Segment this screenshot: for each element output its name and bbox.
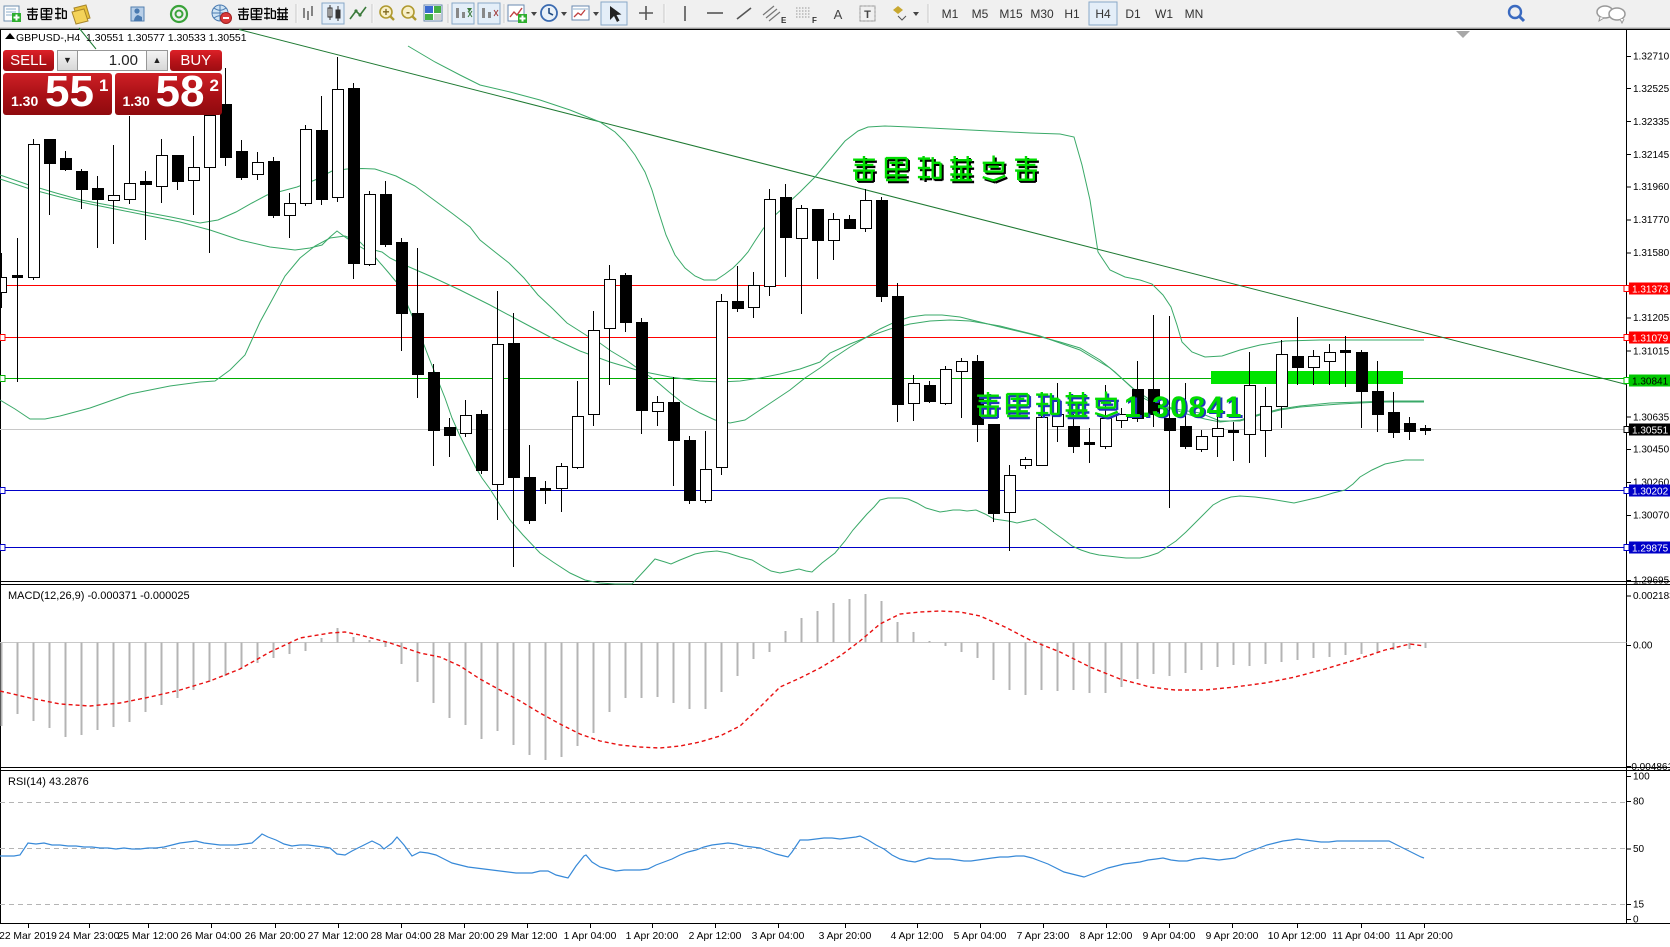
svg-text:11 Apr 20:00: 11 Apr 20:00 xyxy=(1395,931,1453,942)
svg-text:26 Mar 04:00: 26 Mar 04:00 xyxy=(181,931,242,942)
svg-text:M30: M30 xyxy=(1030,7,1054,21)
svg-text:8 Apr 12:00: 8 Apr 12:00 xyxy=(1080,931,1133,942)
svg-text:1.29875: 1.29875 xyxy=(1632,543,1669,554)
svg-text:1 Apr 04:00: 1 Apr 04:00 xyxy=(564,931,617,942)
svg-text:T: T xyxy=(864,9,871,21)
svg-text:M5: M5 xyxy=(972,7,989,21)
svg-text:24 Mar 23:00: 24 Mar 23:00 xyxy=(59,931,120,942)
svg-text:28 Mar 04:00: 28 Mar 04:00 xyxy=(371,931,432,942)
svg-text:0.00: 0.00 xyxy=(1633,641,1653,652)
svg-text:M15: M15 xyxy=(999,7,1023,21)
svg-text:15: 15 xyxy=(1633,900,1645,911)
svg-text:D1: D1 xyxy=(1125,7,1141,21)
svg-text:1.30841: 1.30841 xyxy=(1126,392,1245,425)
svg-text:A: A xyxy=(834,7,843,22)
svg-text:1.30551: 1.30551 xyxy=(1632,425,1669,436)
svg-text:RSI(14) 43.2876: RSI(14) 43.2876 xyxy=(8,776,89,788)
svg-text:1.30450: 1.30450 xyxy=(1633,445,1670,456)
svg-text:F: F xyxy=(812,16,817,25)
svg-text:25 Mar 12:00: 25 Mar 12:00 xyxy=(118,931,179,942)
svg-text:1.31015: 1.31015 xyxy=(1633,346,1670,357)
svg-text:H4: H4 xyxy=(1095,7,1111,21)
svg-text:1.30635: 1.30635 xyxy=(1633,412,1670,423)
svg-text:MACD(12,26,9) -0.000371 -0.000: MACD(12,26,9) -0.000371 -0.000025 xyxy=(8,590,190,602)
svg-text:1.31205: 1.31205 xyxy=(1633,313,1670,324)
svg-text:4 Apr 12:00: 4 Apr 12:00 xyxy=(891,931,944,942)
svg-text:1.32525: 1.32525 xyxy=(1633,84,1670,95)
svg-text:E: E xyxy=(781,16,787,25)
svg-text:1.30070: 1.30070 xyxy=(1633,511,1670,522)
svg-text:1.31580: 1.31580 xyxy=(1633,248,1670,259)
svg-text:10 Apr 12:00: 10 Apr 12:00 xyxy=(1268,931,1327,942)
svg-text:0.002183: 0.002183 xyxy=(1633,591,1670,602)
svg-text:27 Mar 12:00: 27 Mar 12:00 xyxy=(308,931,369,942)
svg-text:3 Apr 04:00: 3 Apr 04:00 xyxy=(752,931,805,942)
svg-text:-0.004861: -0.004861 xyxy=(1628,762,1670,773)
svg-text:3 Apr 20:00: 3 Apr 20:00 xyxy=(819,931,872,942)
svg-text:11 Apr 04:00: 11 Apr 04:00 xyxy=(1332,931,1390,942)
svg-text:1.31770: 1.31770 xyxy=(1633,215,1670,226)
svg-text:1.30260: 1.30260 xyxy=(1633,478,1670,489)
svg-text:9 Apr 20:00: 9 Apr 20:00 xyxy=(1206,931,1259,942)
svg-text:5 Apr 04:00: 5 Apr 04:00 xyxy=(954,931,1007,942)
svg-text:28 Mar 20:00: 28 Mar 20:00 xyxy=(434,931,495,942)
svg-text:GBPUSD-,H4 1.30551 1.30577 1.: GBPUSD-,H4 1.30551 1.30577 1.30533 1.305… xyxy=(16,32,247,44)
svg-text:0: 0 xyxy=(1633,915,1639,926)
svg-text:MN: MN xyxy=(1185,7,1204,21)
svg-text:50: 50 xyxy=(1633,844,1645,855)
svg-text:7 Apr 23:00: 7 Apr 23:00 xyxy=(1017,931,1070,942)
svg-text:1.32145: 1.32145 xyxy=(1633,150,1670,161)
svg-text:-: - xyxy=(406,5,410,19)
svg-text:1 Apr 20:00: 1 Apr 20:00 xyxy=(626,931,679,942)
svg-text:80: 80 xyxy=(1633,797,1645,808)
svg-text:1.31373: 1.31373 xyxy=(1632,284,1669,295)
svg-text:100: 100 xyxy=(1633,772,1650,783)
svg-text:1.30202: 1.30202 xyxy=(1632,486,1669,497)
svg-text:1.30841: 1.30841 xyxy=(1124,391,1243,424)
svg-text:29 Mar 12:00: 29 Mar 12:00 xyxy=(497,931,558,942)
svg-text:22 Mar 2019: 22 Mar 2019 xyxy=(0,931,57,942)
svg-text:1.29695: 1.29695 xyxy=(1633,576,1670,587)
svg-text:W1: W1 xyxy=(1155,7,1173,21)
svg-text:H1: H1 xyxy=(1064,7,1080,21)
svg-text:1.30841: 1.30841 xyxy=(1632,376,1669,387)
svg-text:1.31960: 1.31960 xyxy=(1633,182,1670,193)
svg-text:M1: M1 xyxy=(942,7,959,21)
svg-text:26 Mar 20:00: 26 Mar 20:00 xyxy=(245,931,306,942)
svg-text:1.31079: 1.31079 xyxy=(1632,333,1669,344)
svg-text:1.32335: 1.32335 xyxy=(1633,117,1670,128)
svg-text:9 Apr 04:00: 9 Apr 04:00 xyxy=(1143,931,1196,942)
svg-text:2 Apr 12:00: 2 Apr 12:00 xyxy=(689,931,742,942)
svg-text:1.32710: 1.32710 xyxy=(1633,52,1670,63)
svg-text:+: + xyxy=(382,5,389,19)
